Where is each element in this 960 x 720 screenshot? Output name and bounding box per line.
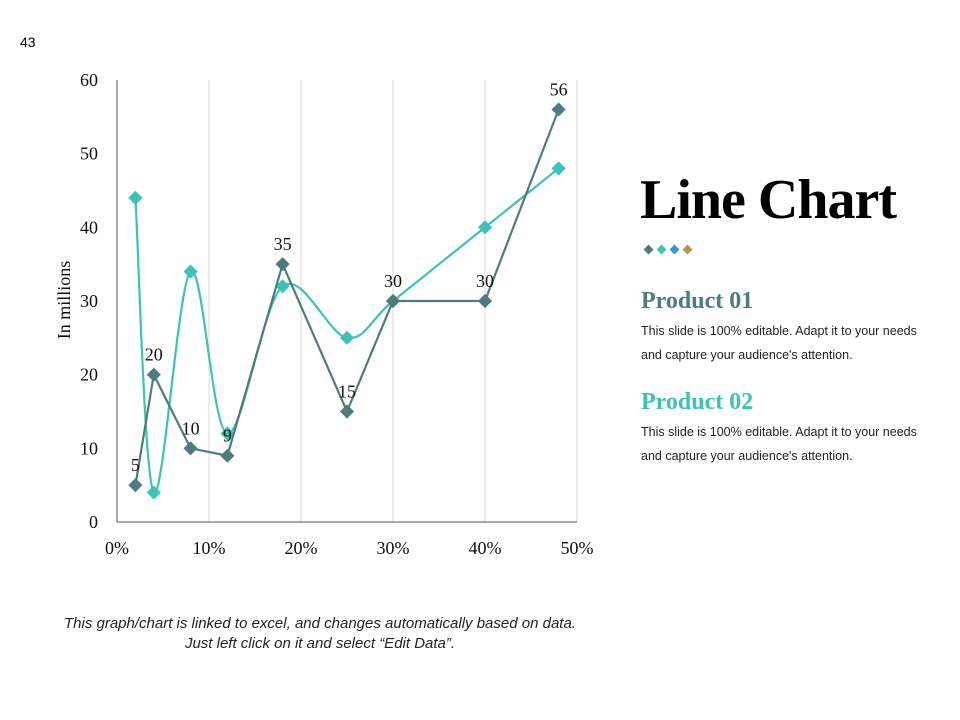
chart-data-labels: 5 20 10 9 35 15 30 30 56 <box>131 79 568 475</box>
series-2-marker <box>146 485 161 500</box>
series-1-marker <box>551 102 566 117</box>
y-tick-label: 10 <box>80 438 98 458</box>
series-1-marker <box>128 478 143 493</box>
series-2-line <box>134 167 560 494</box>
slide-number: 43 <box>20 34 36 50</box>
data-label: 20 <box>145 345 163 365</box>
y-tick-label: 40 <box>80 217 98 237</box>
series-2-marker <box>477 220 493 235</box>
diamond-icon <box>643 244 654 255</box>
data-label: 15 <box>338 382 356 402</box>
x-tick-label: 50% <box>561 538 594 558</box>
data-label: 30 <box>384 271 402 291</box>
y-tick-label: 60 <box>80 70 98 90</box>
line-chart[interactable]: 0% 10% 20% 30% 40% 50% 0 10 20 30 40 50 60 5 20 10 9 35 1… <box>0 0 600 600</box>
data-label: 30 <box>476 271 494 291</box>
slide-title: Line Chart <box>640 169 897 231</box>
series-2-marker <box>183 264 198 279</box>
y-tick-label: 50 <box>80 144 98 164</box>
series-2-marker <box>220 426 235 441</box>
chart-series <box>128 102 566 500</box>
y-tick-label: 30 <box>80 291 98 311</box>
diamond-icon <box>682 244 693 255</box>
x-tick-label: 10% <box>193 538 226 558</box>
product-02-heading: Product 02 <box>641 389 754 415</box>
diamond-icon <box>656 244 667 255</box>
product-01-description: This slide is 100% editable. Adapt it to… <box>641 324 917 362</box>
series-1-marker <box>339 404 355 419</box>
data-label: 56 <box>550 79 568 99</box>
y-tick-label: 20 <box>80 365 98 385</box>
y-axis-label: In millions <box>54 261 74 340</box>
series-1-marker <box>220 448 235 463</box>
data-label: 10 <box>182 418 200 438</box>
data-label: 35 <box>274 234 292 254</box>
series-1-marker <box>183 441 198 456</box>
series-1-marker <box>146 367 161 382</box>
y-tick-label: 0 <box>89 512 98 532</box>
series-1-marker <box>275 257 290 272</box>
series-2-marker <box>128 190 143 205</box>
data-label: 5 <box>131 455 140 475</box>
x-tick-label: 20% <box>285 538 318 558</box>
x-tick-label: 0% <box>105 538 129 558</box>
x-tick-label: 30% <box>377 538 410 558</box>
product-02-description: This slide is 100% editable. Adapt it to… <box>641 425 917 463</box>
diamond-icon <box>669 244 680 255</box>
data-label: 9 <box>223 426 232 446</box>
series-2-marker <box>339 330 355 345</box>
chart-footnote: This graph/chart is linked to excel, and… <box>64 615 576 652</box>
series-1-marker <box>477 293 493 309</box>
decorative-diamonds <box>643 244 693 255</box>
chart-axes: 0% 10% 20% 30% 40% 50% 0 10 20 30 40 50 60 <box>80 70 594 558</box>
x-tick-label: 40% <box>469 538 502 558</box>
series-2-marker <box>275 279 290 294</box>
series-2-marker <box>551 161 566 176</box>
product-01-heading: Product 01 <box>641 288 754 314</box>
series-1-marker <box>385 293 401 309</box>
